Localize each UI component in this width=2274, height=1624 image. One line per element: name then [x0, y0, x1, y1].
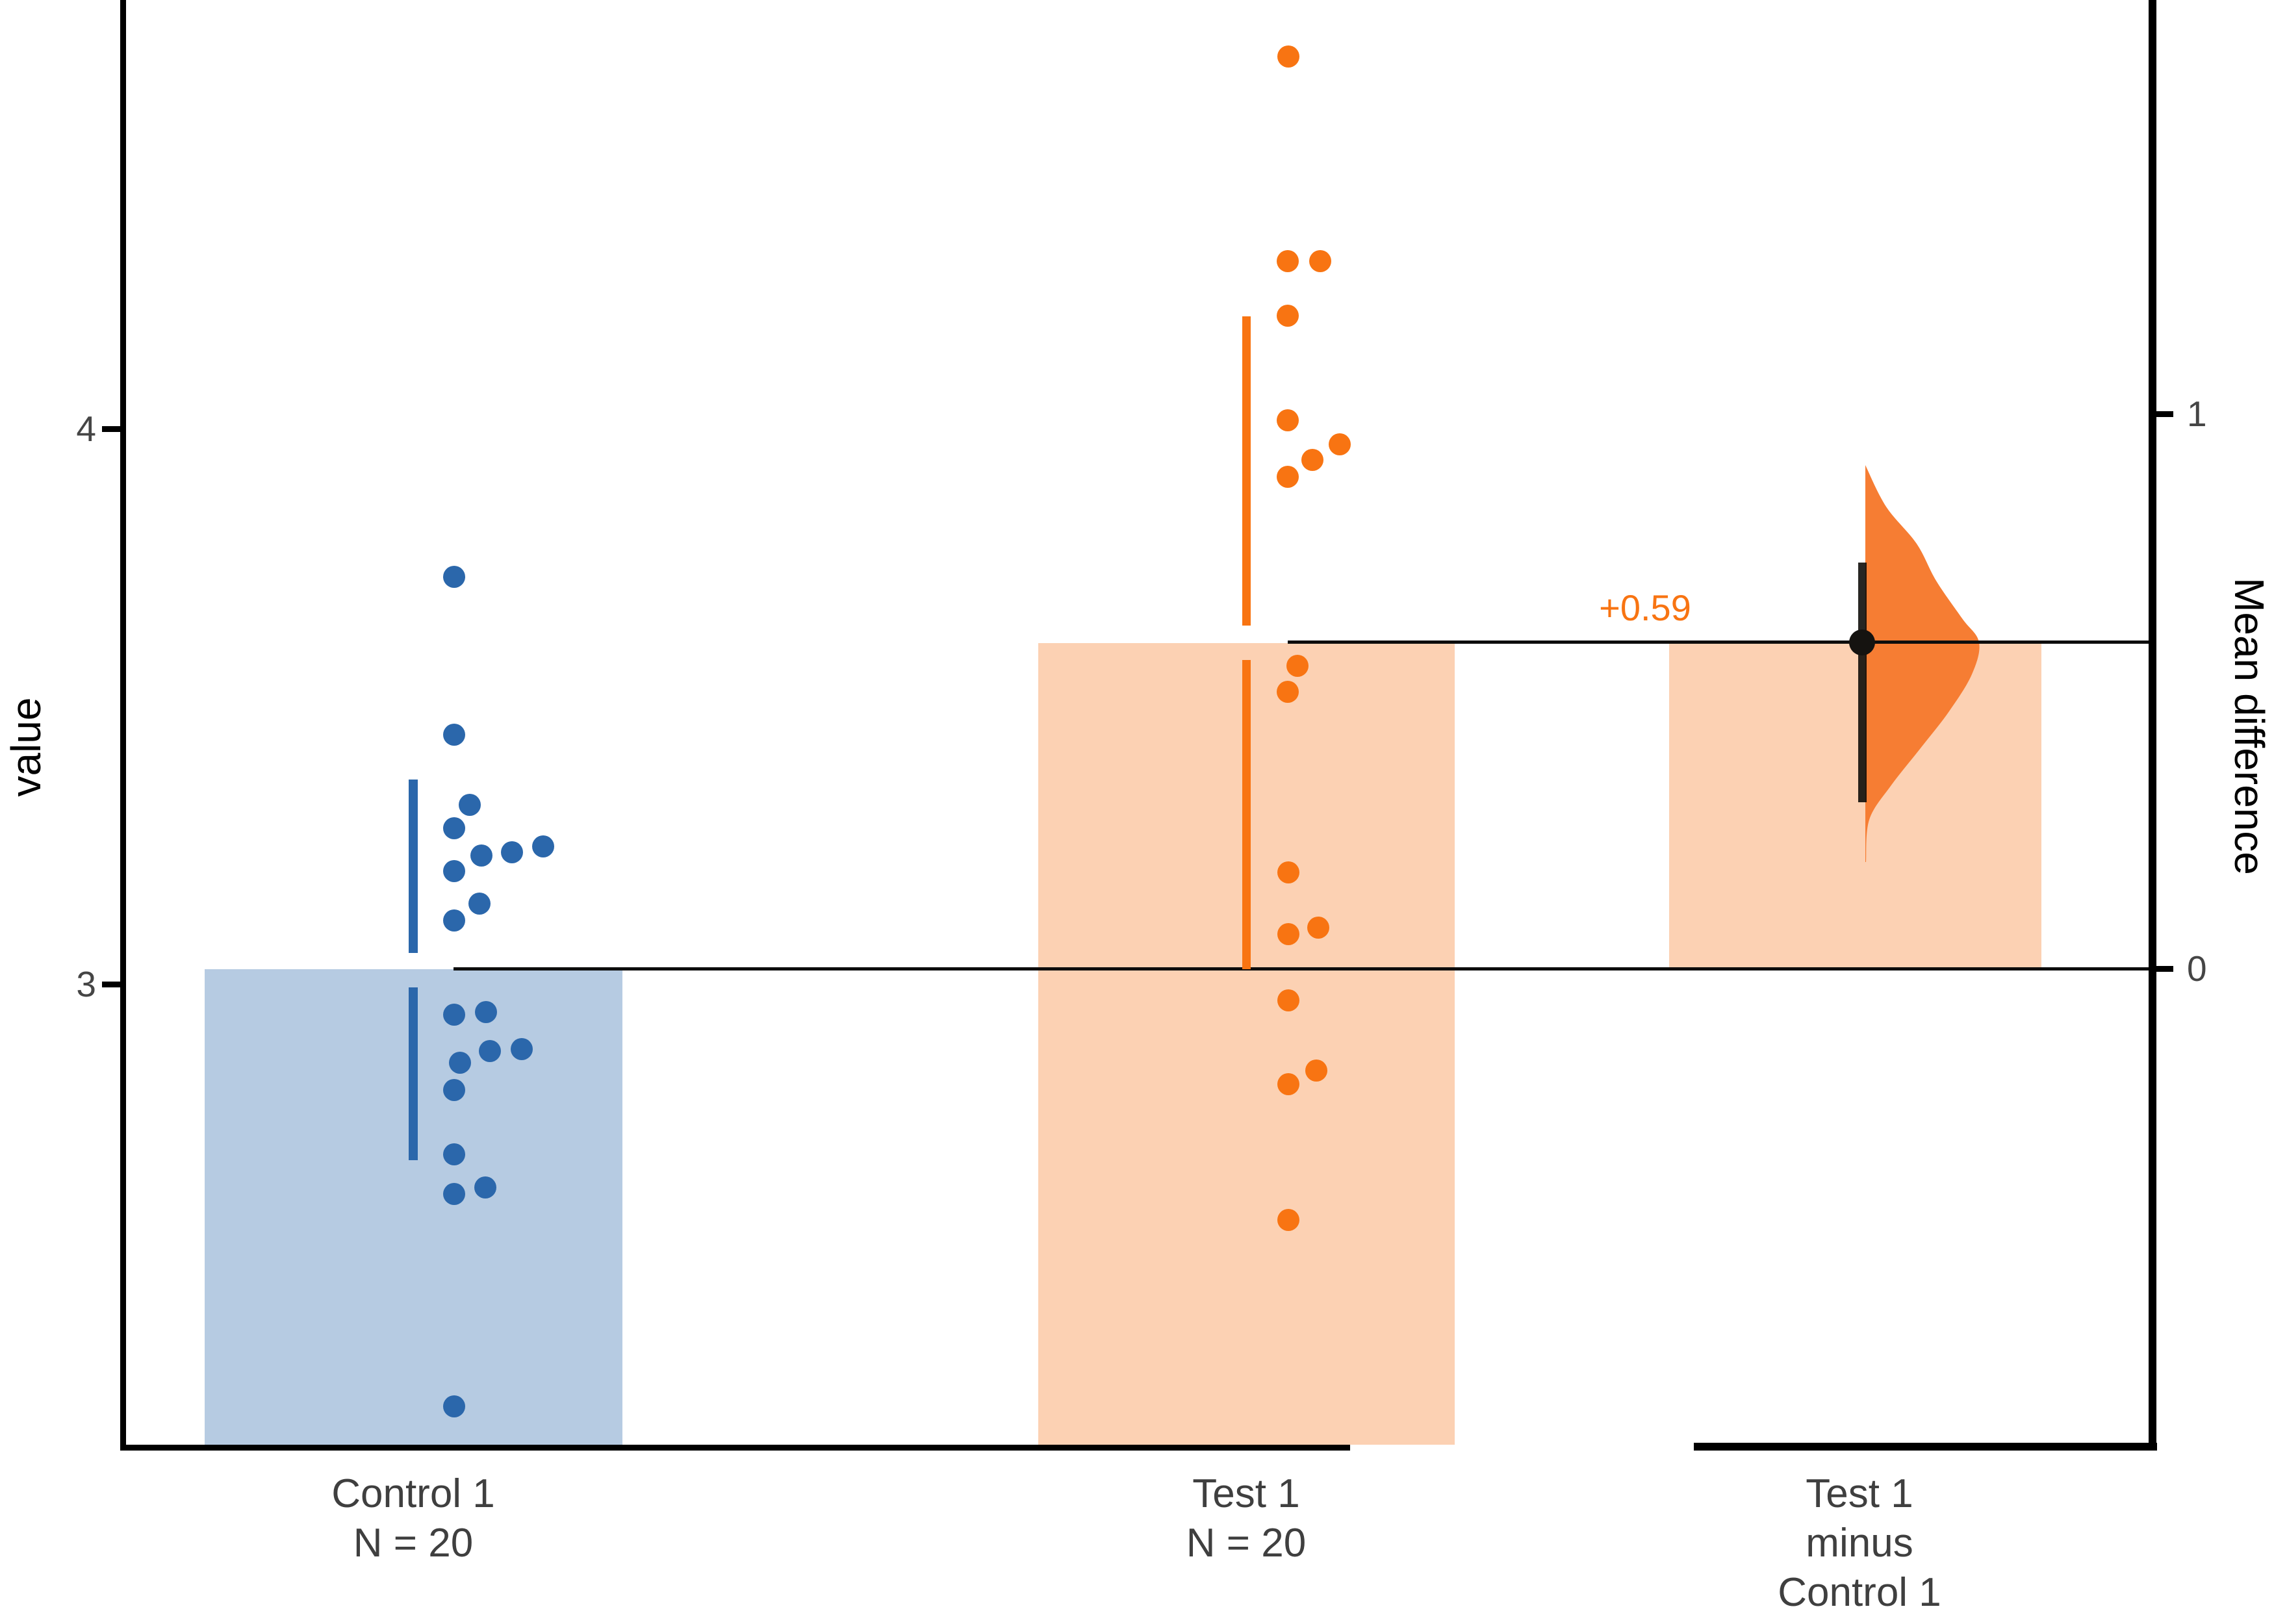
- control-data-point: [501, 841, 523, 863]
- test-data-point: [1309, 250, 1331, 272]
- tick-left-4: [102, 426, 120, 432]
- test-data-point: [1277, 305, 1299, 327]
- mean-difference-dot: [1849, 629, 1875, 655]
- control-data-point: [443, 860, 465, 882]
- control-sd-line-segment-2: [409, 987, 418, 1160]
- test-data-point: [1301, 449, 1323, 471]
- tick-left-3: [102, 982, 120, 987]
- control-data-point: [443, 1004, 465, 1026]
- control-data-point: [443, 1079, 465, 1101]
- test-data-point: [1277, 409, 1299, 431]
- control-data-point: [475, 1001, 497, 1023]
- test-data-point: [1329, 433, 1351, 455]
- x-label-difference-line3: Control 1: [1778, 1570, 1941, 1615]
- x-label-difference: Test 1 minus Control 1: [1778, 1469, 1941, 1618]
- test-sd-line-segment-2: [1242, 660, 1251, 969]
- test-data-point: [1277, 466, 1299, 488]
- x-label-difference-line1: Test 1: [1806, 1471, 1913, 1516]
- tick-right-1: [2156, 411, 2173, 417]
- y-tick-label-3: 3: [76, 964, 96, 1004]
- test-data-point: [1277, 989, 1299, 1011]
- control-data-point: [479, 1040, 501, 1062]
- control-data-point: [443, 1395, 465, 1417]
- control-data-point: [470, 844, 492, 867]
- violin-shape: [1865, 465, 1980, 862]
- x-label-difference-line2: minus: [1806, 1521, 1913, 1566]
- test-data-point: [1286, 655, 1309, 677]
- y-right-tick-label-1: 1: [2187, 394, 2207, 434]
- x-label-control-1: Control 1 N = 20: [331, 1469, 495, 1568]
- y-axis-left-title: value: [3, 697, 49, 797]
- x-axis-difference-line: [1694, 1443, 2157, 1451]
- x-label-test-1-name: Test 1: [1192, 1471, 1300, 1516]
- test-data-point: [1277, 861, 1299, 883]
- zero-difference-line: [454, 967, 2153, 971]
- test-data-point: [1277, 923, 1299, 945]
- control-data-point: [443, 724, 465, 746]
- x-axis-main-line: [120, 1445, 1350, 1451]
- test-sd-line-segment-1: [1242, 316, 1251, 626]
- control-data-point: [443, 566, 465, 588]
- control-data-point: [532, 835, 554, 857]
- control-data-point: [443, 1143, 465, 1165]
- test-data-point: [1277, 250, 1299, 272]
- control-data-point: [443, 1183, 465, 1205]
- x-label-test-1-n: N = 20: [1186, 1521, 1307, 1566]
- x-label-control-1-n: N = 20: [353, 1521, 474, 1566]
- control-data-point: [474, 1176, 496, 1199]
- y-tick-label-4: 4: [76, 409, 96, 449]
- mean-difference-annotation: +0.59: [1599, 587, 1691, 628]
- test-data-point: [1277, 1073, 1299, 1095]
- tick-right-0: [2156, 966, 2173, 972]
- x-label-control-1-name: Control 1: [331, 1471, 495, 1516]
- control-data-point: [443, 909, 465, 932]
- test-data-point: [1277, 1209, 1299, 1231]
- confidence-interval-line: [1858, 563, 1867, 802]
- test-data-point: [1277, 45, 1299, 68]
- y-axis-right-title: Mean difference: [2226, 577, 2273, 875]
- y-axis-left-line: [120, 0, 126, 1451]
- effect-difference-line: [1288, 641, 2153, 644]
- difference-mean-bar: [1669, 643, 2041, 969]
- test-data-point: [1277, 681, 1299, 703]
- control-data-point: [443, 817, 465, 839]
- test-data-point: [1305, 1059, 1327, 1082]
- control-data-point: [459, 794, 481, 816]
- y-right-tick-label-0: 0: [2187, 948, 2207, 989]
- y-axis-right-line: [2149, 0, 2156, 1451]
- control-data-point: [468, 893, 491, 915]
- control-data-point: [449, 1052, 471, 1074]
- x-label-test-1: Test 1 N = 20: [1186, 1469, 1306, 1568]
- test-data-point: [1307, 917, 1329, 939]
- control-sd-line-segment-1: [409, 780, 418, 953]
- control-data-point: [511, 1038, 533, 1060]
- bootstrap-distribution-violin: [1865, 465, 1980, 862]
